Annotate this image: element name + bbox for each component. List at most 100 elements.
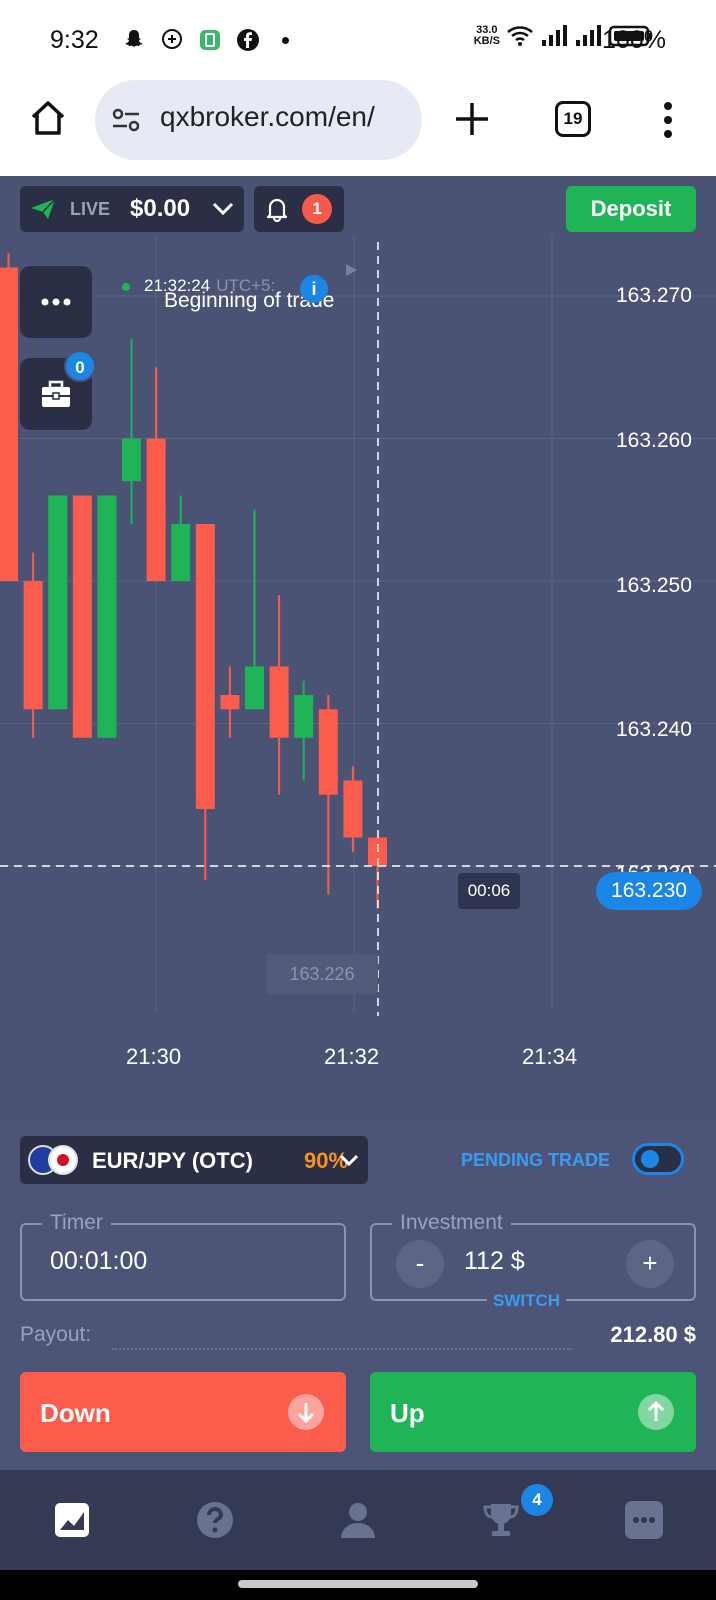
battery-percentage: 100%	[602, 26, 666, 54]
more-horizontal-icon	[41, 298, 71, 306]
asset-payout-percent: 90%	[304, 1148, 349, 1173]
payout-value: 212.80 $	[610, 1322, 696, 1347]
snapchat-icon	[125, 30, 143, 47]
time-tick: 21:30	[126, 1044, 182, 1069]
beginning-of-trade-label: Beginning of trade	[164, 289, 335, 312]
network-speed: 33.0 KB/S	[474, 25, 500, 47]
site-settings-icon[interactable]	[111, 106, 141, 134]
candle-down	[23, 581, 43, 710]
chevron-down-icon	[339, 1154, 359, 1167]
decrease-investment-button[interactable]: -	[396, 1240, 444, 1288]
candle-down	[146, 438, 166, 581]
price-chart[interactable]: LIVE $0.00 1 Deposit 0 21:32:24 UTC+5: Be…	[0, 176, 716, 1126]
candle-countdown: 00:06	[458, 873, 520, 909]
signal-icon-1	[542, 25, 567, 46]
candle-up	[97, 495, 117, 738]
arrow-up-icon	[638, 1394, 674, 1430]
timer-field[interactable]: Timer 00:01:00	[20, 1211, 346, 1301]
more-menu-icon[interactable]	[624, 1500, 664, 1540]
more-tools-button[interactable]	[20, 266, 92, 338]
browser-menu-icon[interactable]	[658, 100, 678, 140]
trade-start-time: 21:32:24	[144, 276, 211, 295]
investment-field[interactable]: Investment - 112 $ + SWITCH	[370, 1211, 696, 1311]
price-tick: 163.270	[616, 284, 692, 307]
payout-label: Payout:	[20, 1323, 92, 1346]
deposit-button[interactable]: Deposit	[566, 186, 696, 232]
toggle-knob	[641, 1150, 659, 1168]
up-label: Up	[390, 1398, 425, 1428]
candle-up	[294, 695, 314, 738]
price-tick: 163.240	[616, 718, 692, 741]
url-text[interactable]: qxbroker.com/en/	[160, 101, 375, 132]
low-price-label: 163.226	[266, 954, 378, 994]
home-icon[interactable]	[28, 98, 68, 138]
notifications-button[interactable]: 1	[254, 186, 344, 232]
investment-label: Investment	[392, 1211, 511, 1235]
chat-plus-icon	[162, 29, 182, 49]
timer-value[interactable]: 00:01:00	[50, 1247, 148, 1275]
tournaments-badge: 4	[521, 1484, 553, 1516]
status-time: 9:32	[50, 26, 99, 54]
current-price-badge: 163.230	[596, 872, 702, 910]
network-speed-value: 33.0	[476, 24, 498, 36]
time-tick: 21:32	[324, 1044, 380, 1069]
account-selector[interactable]: LIVE $0.00	[20, 186, 244, 232]
candle-down	[0, 267, 18, 581]
down-button[interactable]: Down	[20, 1372, 346, 1452]
home-gesture-handle[interactable]	[238, 1580, 478, 1588]
tab-switcher-button[interactable]: 19	[555, 101, 591, 137]
info-icon[interactable]: i	[300, 275, 328, 303]
bell-icon	[266, 198, 288, 222]
gesture-bar	[0, 1570, 716, 1600]
status-bar: 9:32 33.0 KB/S 100%	[0, 0, 716, 80]
profile-icon[interactable]	[338, 1500, 378, 1540]
battery-app-icon	[200, 30, 220, 50]
japan-flag-icon	[48, 1145, 78, 1175]
asset-selector[interactable]: EUR/JPY (OTC) 90%	[20, 1136, 368, 1184]
wifi-icon	[507, 26, 533, 46]
facebook-icon	[237, 29, 259, 51]
trade-start-timezone: UTC+5:	[216, 276, 276, 295]
trade-panel: EUR/JPY (OTC) 90% PENDING TRADE Timer 00…	[0, 1126, 716, 1470]
timer-label: Timer	[42, 1211, 111, 1235]
browser-toolbar: qxbroker.com/en/ 19	[0, 80, 716, 176]
play-icon	[346, 264, 357, 276]
candle-down	[343, 780, 363, 838]
pending-trade-label[interactable]: PENDING TRADE	[461, 1150, 611, 1170]
briefcase-icon	[42, 380, 70, 407]
paper-plane-icon	[31, 198, 56, 219]
trade-start-marker: 21:32:24 UTC+5:	[122, 276, 275, 296]
more-notifications-dot	[282, 36, 289, 44]
price-tick: 163.260	[616, 429, 692, 452]
arrow-down-icon	[288, 1394, 324, 1430]
asset-name: EUR/JPY (OTC)	[92, 1148, 253, 1173]
new-tab-icon[interactable]	[453, 100, 491, 138]
investment-value[interactable]: 112 $	[464, 1247, 525, 1275]
up-button[interactable]: Up	[370, 1372, 696, 1452]
portfolio-button[interactable]: 0	[20, 350, 96, 430]
candle-down	[318, 709, 338, 795]
increase-investment-button[interactable]: +	[626, 1240, 674, 1288]
candle-down	[220, 695, 240, 710]
chart-icon[interactable]	[52, 1500, 92, 1540]
switch-currency-button[interactable]: SWITCH	[487, 1291, 567, 1311]
pending-trade-toggle[interactable]	[632, 1143, 684, 1175]
candle-up	[48, 495, 68, 710]
battery-icon	[608, 25, 652, 47]
candle-down	[269, 666, 289, 738]
candle-up	[122, 438, 141, 482]
address-bar[interactable]: qxbroker.com/en/	[95, 80, 422, 160]
down-label: Down	[40, 1398, 111, 1428]
help-icon[interactable]	[195, 1500, 235, 1540]
portfolio-badge: 0	[64, 350, 96, 382]
payout-divider	[112, 1348, 572, 1350]
account-balance: $0.00	[130, 195, 191, 222]
price-tick: 163.250	[616, 574, 692, 597]
chart-canvas[interactable]	[0, 176, 716, 1126]
live-dot	[122, 282, 130, 291]
candle-down	[195, 524, 215, 809]
signal-icon-2	[576, 25, 601, 46]
network-speed-unit: KB/S	[473, 35, 500, 47]
trophy-icon[interactable]	[481, 1500, 521, 1540]
account-mode: LIVE	[70, 199, 111, 219]
